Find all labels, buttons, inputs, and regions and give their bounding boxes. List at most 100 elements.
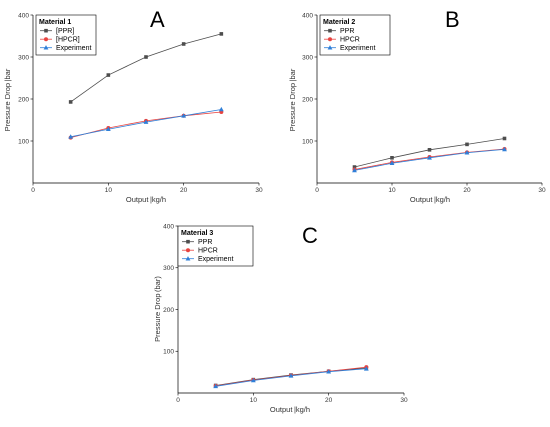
legend-marker [327,45,333,50]
data-point [250,377,256,383]
data-point [105,126,111,132]
data-point [181,42,186,46]
legend-marker [44,28,48,33]
x-tick-label: 30 [400,397,408,404]
y-tick-label: 400 [302,12,313,19]
legend-marker [328,28,332,33]
legend-item: Experiment [182,256,233,263]
legend-marker [328,37,332,42]
legend-label: Experiment [198,256,233,263]
x-tick-label: 20 [325,397,333,404]
legend-a: Material 1 [PPR] [HPCR]Experiment [35,14,97,56]
legend-label: PPR [340,28,354,35]
data-point [390,156,394,160]
y-tick-label: 300 [302,54,313,61]
data-point [427,148,432,152]
data-point [389,160,395,166]
chart-panel-c: 0 10 20 30 100 200 300 400 C Pressure Drop (bar… [153,223,408,414]
data-point [219,32,224,36]
x-tick-label: 30 [538,187,546,194]
data-point [288,373,294,378]
series-circle-a [68,110,224,140]
legend-item: [HPCR] [40,37,80,44]
y-tick-label: 300 [163,265,174,272]
legend-item: Experiment [40,45,91,52]
series-square-a [68,32,224,104]
legend-title-a: Material 1 [39,19,71,26]
data-point [144,55,148,59]
legend-marker [185,256,191,261]
y-tick-label: 400 [18,12,29,19]
x-axis-label-a: Output |kg/h [126,195,166,204]
y-axis-label-a: Pressure Drop |bar [3,68,12,131]
x-tick-label: 0 [31,187,35,194]
series-line [70,111,222,139]
data-point [363,366,369,371]
chart-panel-b: 0 10 20 30 100 200 300 400 B Pressure Drop |bar… [288,7,546,204]
legend-label: [HPCR] [56,37,80,44]
series-square-b [352,136,507,169]
x-tick-label: 30 [255,187,263,194]
legend-marker [186,248,190,253]
x-tick-label: 10 [250,397,258,404]
x-tick-label: 20 [180,187,188,194]
x-axis-label-c: Output |kg/h [270,405,310,414]
axes-a: 0 10 20 30 100 200 300 400 [18,12,263,194]
data-point [502,136,507,141]
legend-label: HPCR [198,248,218,255]
y-tick-label: 100 [163,349,174,356]
panel-label-c: C [302,223,318,248]
y-tick-label: 400 [163,223,174,230]
x-tick-label: 20 [463,187,471,194]
data-point [68,134,74,139]
y-tick-label: 100 [18,138,29,145]
axes-c: 0 10 20 30 100 200 300 400 [163,223,408,404]
legend-label: [PPR] [56,28,74,35]
series-triangle-b [352,146,507,173]
x-axis-label-b: Output |kg/h [410,195,450,204]
series-line [354,138,505,168]
y-axis-label-b: Pressure Drop |bar [288,68,297,131]
legend-marker [44,37,48,42]
data-point [352,165,357,169]
legend-item: PPR [182,239,212,246]
chart-panel-a: 0 10 20 30 100 200 300 400 A Pressure Drop |bar… [3,7,263,204]
legend-label: Experiment [56,45,91,52]
data-point [218,106,224,112]
x-tick-label: 0 [315,187,319,194]
data-point [465,142,469,147]
data-point [213,383,219,389]
data-point [326,369,332,374]
y-tick-label: 200 [163,307,174,314]
y-tick-label: 100 [302,138,313,145]
data-point [68,100,73,104]
y-tick-label: 300 [18,54,29,61]
legend-item: PPR [324,28,354,35]
data-point [464,150,470,155]
legend-label: HPCR [340,37,360,44]
y-tick-label: 200 [302,96,313,103]
x-tick-label: 10 [105,187,113,194]
x-tick-label: 10 [388,187,396,194]
legend-item: Experiment [324,45,375,52]
panel-label-b: B [445,7,460,32]
panel-label-a: A [150,7,165,32]
legend-marker [43,45,49,50]
legend-label: PPR [198,239,212,246]
series-triangle-a [68,106,224,139]
legend-item: [PPR] [40,28,74,35]
legend-title-c: Material 3 [181,230,213,237]
y-axis-label-c: Pressure Drop (bar) [153,276,162,342]
x-tick-label: 0 [176,397,180,404]
data-point [181,113,187,118]
data-point [352,167,357,173]
series-triangle-c [213,366,369,389]
data-point [502,146,507,152]
y-tick-label: 200 [18,96,29,103]
legend-box-c [177,225,254,267]
